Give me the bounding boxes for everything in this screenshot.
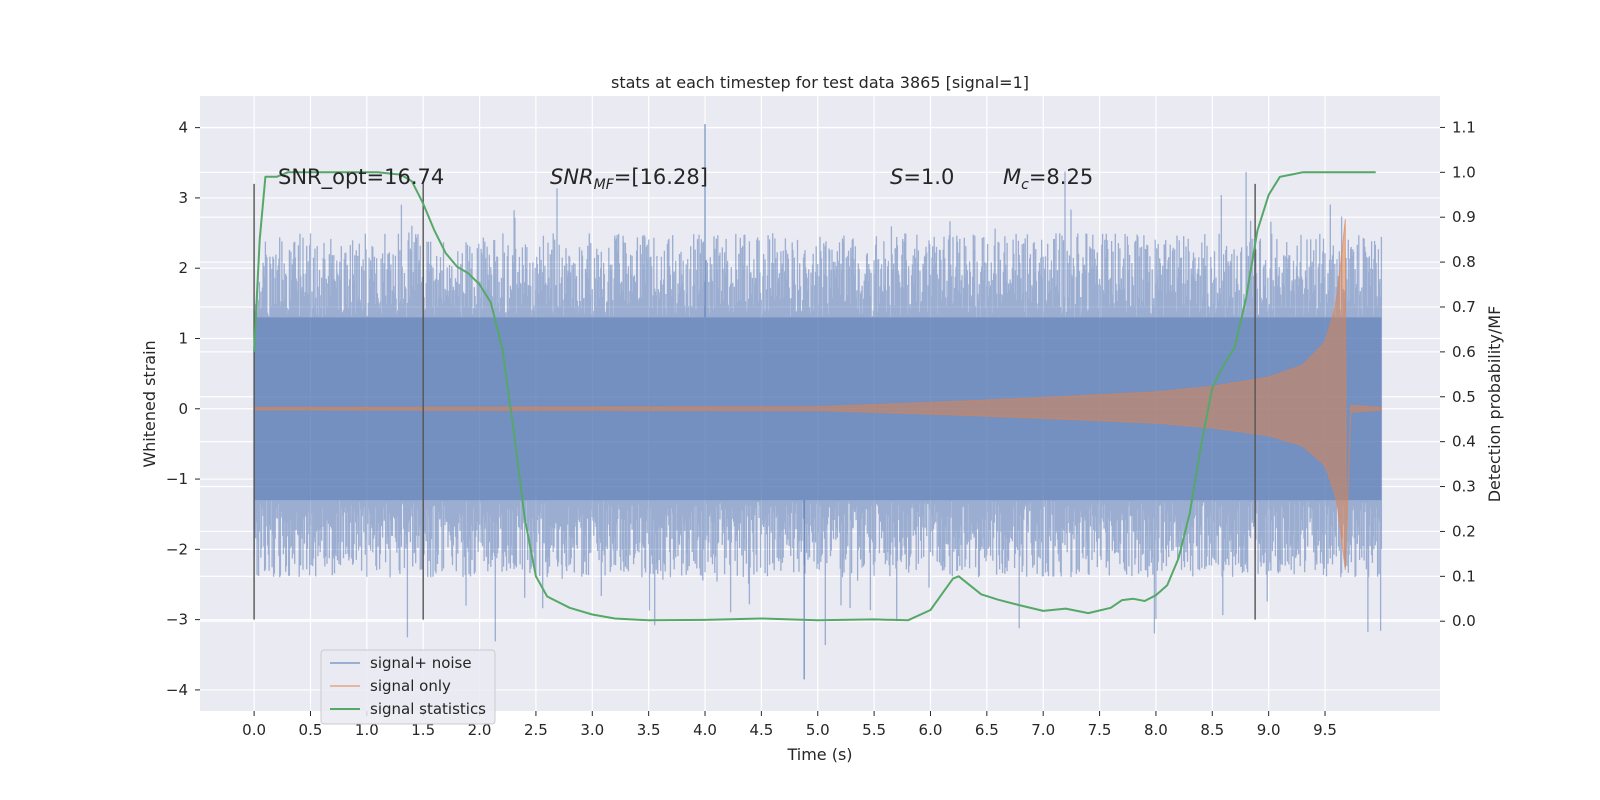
annotation-s: S=1.0 [890,165,954,189]
x-tick-label: 5.5 [862,721,886,739]
x-tick-label: 6.5 [975,721,999,739]
signal-statistics-series [253,171,1376,622]
y-tick-label: 0 [178,400,188,418]
x-tick-label: 8.0 [1144,721,1168,739]
y2-tick-label: 1.1 [1452,118,1476,136]
mc-value: =8.25 [1029,165,1093,189]
legend: signal+ noise signal only signal statist… [320,649,496,725]
y-tick-label: −2 [166,540,188,558]
s-value: =1.0 [903,165,954,189]
y-tick-label: 1 [178,329,188,347]
x-tick-label: 3.5 [637,721,661,739]
x-tick-label: 7.5 [1088,721,1112,739]
y-tick-label: −1 [166,470,188,488]
x-tick-label: 9.0 [1257,721,1281,739]
snr-mf-name: SNR [550,165,594,189]
y2-tick-label: 1.0 [1452,163,1476,181]
y-tick-label: −4 [166,681,188,699]
signal-only-trace [253,218,1382,571]
x-tick-label: 1.0 [355,721,379,739]
mc-name: M [1003,165,1021,189]
y2-tick-label: 0.0 [1452,612,1476,630]
x-tick-label: 0.0 [242,721,266,739]
x-tick-label: 5.0 [806,721,830,739]
x-tick-label: 2.5 [524,721,548,739]
y-tick-label: 3 [178,189,188,207]
y2-tick-label: 0.3 [1452,478,1476,496]
y2-tick-label: 0.8 [1452,253,1476,271]
x-axis-label: Time (s) [786,745,852,764]
x-tick-label: 0.5 [299,721,323,739]
s-name: S [890,165,903,189]
y2-tick-label: 0.7 [1452,298,1476,316]
x-tick-label: 7.0 [1031,721,1055,739]
x-tick-label: 2.0 [468,721,492,739]
annotation-snr-opt: SNR_opt=16.74 [278,165,444,190]
signal-statistics-line [253,171,1376,622]
y2-tick-label: 0.1 [1452,567,1476,585]
snr-mf-subscript: MF [594,177,615,193]
legend-box [320,649,496,725]
x-tick-label: 4.5 [749,721,773,739]
x-tick-label: 9.5 [1313,721,1337,739]
y-axis-label: Whitened strain [140,340,159,467]
legend-label-signal-statistics: signal statistics [370,700,486,718]
y2-tick-label: 0.6 [1452,343,1476,361]
snr-mf-value: =[16.28] [614,165,708,189]
y-tick-label: 2 [178,259,188,277]
annotation-snr-mf: SNRMF=[16.28] [550,165,708,193]
legend-label-signal-noise: signal+ noise [370,654,472,672]
y-tick-label: 4 [178,119,188,137]
y2-tick-label: 0.2 [1452,522,1476,540]
x-tick-label: 6.0 [919,721,943,739]
y2-axis-label: Detection probability/MF [1485,306,1504,503]
x-axis-ticks: 0.0 0.5 1.0 1.5 2.0 2.5 3.0 3.5 4.0 4.5 5.0 5.5 6.0 6… [242,711,1337,739]
y-axis-ticks: 4 3 2 1 0 −1 −2 −3 −4 [166,119,200,699]
legend-label-signal-only: signal only [370,677,451,695]
y-tick-label: −3 [166,611,188,629]
y2-tick-label: 0.9 [1452,208,1476,226]
x-tick-label: 8.5 [1200,721,1224,739]
vertical-markers [253,183,1256,620]
chart-title: stats at each timestep for test data 386… [611,73,1029,92]
mc-subscript: c [1021,177,1029,193]
y2-tick-label: 0.4 [1452,433,1476,451]
x-tick-label: 3.0 [580,721,604,739]
y2-axis-ticks: 1.1 1.0 0.9 0.8 0.7 0.6 0.5 0.4 0.3 0.2 0.1 0.0 [1440,118,1476,630]
y2-tick-label: 0.5 [1452,388,1476,406]
x-tick-label: 4.0 [693,721,717,739]
signal-only-series [253,218,1382,571]
x-tick-label: 1.5 [411,721,435,739]
annotation-mc: Mc=8.25 [1003,165,1093,193]
